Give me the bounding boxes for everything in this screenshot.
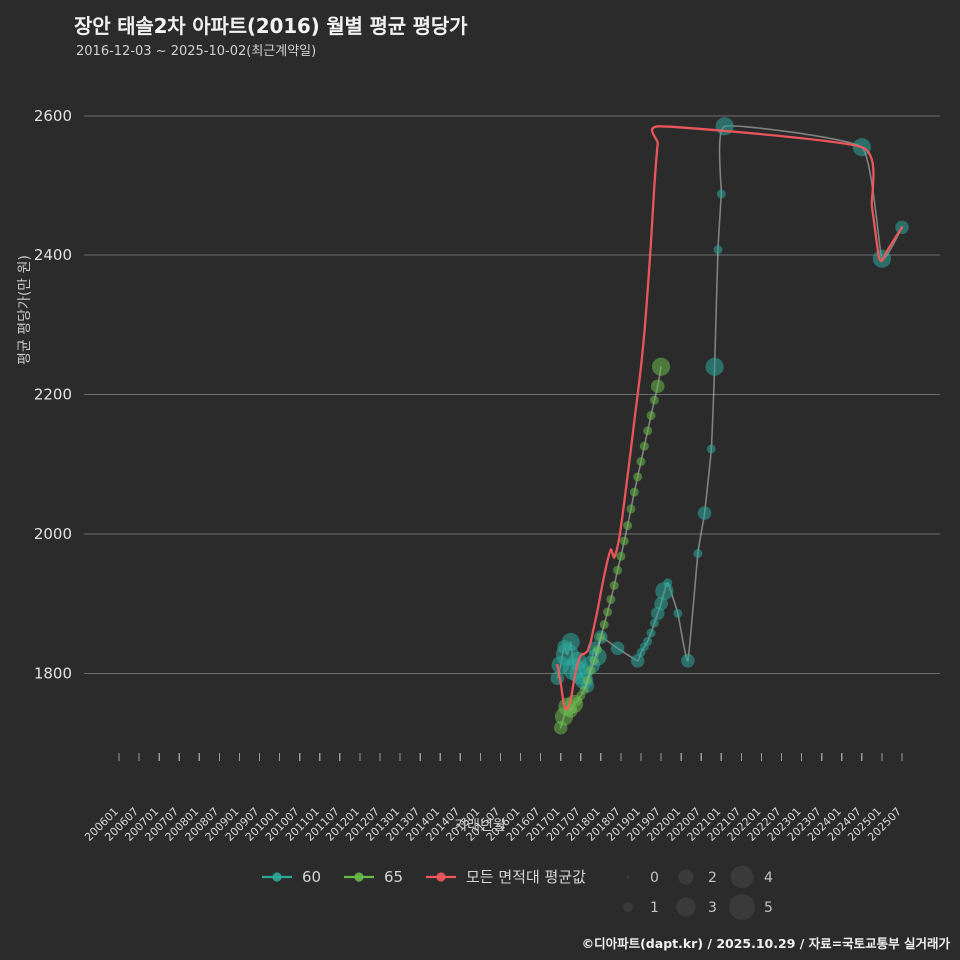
data-point	[639, 441, 649, 451]
chart-subtitle: 2016-12-03 ~ 2025-10-02(최근계약일)	[76, 44, 317, 59]
footer-credit: ©디아파트(dapt.kr) / 2025.10.29 / 자료=국토교통부 실…	[581, 936, 950, 951]
data-point	[582, 675, 592, 685]
data-point	[650, 379, 665, 394]
data-point	[630, 654, 645, 668]
size-legend: 0 1 2 3 4 5	[623, 865, 773, 920]
data-point	[593, 645, 602, 655]
data-point	[706, 444, 716, 454]
data-point	[629, 487, 639, 497]
page-title: 장안 태솔2차 아파트(2016) 월별 평균 평당가	[74, 14, 468, 38]
data-point	[610, 641, 625, 656]
data-point	[705, 357, 724, 376]
size-legend-label: 2	[708, 870, 717, 886]
y-tick-label: 2600	[34, 107, 72, 125]
y-tick-label: 1800	[34, 664, 72, 682]
size-legend-item-0: 0	[626, 870, 659, 886]
series-60	[550, 117, 909, 693]
data-point	[872, 249, 892, 268]
data-point	[633, 472, 643, 482]
data-point	[651, 357, 671, 376]
series-모든 면적대 평균값	[556, 125, 904, 711]
data-point	[716, 189, 726, 199]
data-point	[606, 594, 616, 604]
y-tick-label: 2200	[34, 386, 72, 404]
legend: 60 65 모든 면적대 평균값	[262, 868, 586, 886]
y-tick-label: 2000	[34, 525, 72, 543]
y-axis-title: 평균 평당가(만 원)	[17, 255, 33, 365]
size-legend-bubble	[729, 894, 755, 920]
size-legend-item-3: 3	[676, 897, 717, 917]
data-point	[643, 636, 653, 646]
data-point	[697, 506, 712, 520]
data-point	[681, 654, 695, 668]
data-point	[715, 117, 734, 136]
data-point	[596, 632, 606, 642]
data-point	[613, 565, 623, 575]
size-legend-item-1: 1	[623, 900, 659, 916]
data-point	[713, 245, 723, 255]
data-point	[579, 685, 589, 695]
size-legend-bubble	[678, 869, 694, 885]
data-point	[654, 596, 668, 611]
data-point	[673, 608, 683, 618]
data-point	[646, 411, 656, 421]
data-point	[646, 628, 656, 638]
legend-item-모든 면적대 평균값[interactable]: 모든 면적대 평균값	[426, 868, 586, 886]
size-legend-label: 4	[764, 870, 773, 886]
size-legend-label: 5	[764, 900, 773, 916]
size-legend-item-2: 2	[678, 869, 717, 886]
series-65	[553, 357, 671, 735]
data-point	[561, 632, 580, 652]
data-point	[636, 457, 646, 467]
size-legend-bubble	[626, 875, 630, 879]
data-point	[603, 607, 613, 617]
y-tick-label: 2400	[34, 246, 72, 264]
size-legend-item-5: 5	[729, 894, 773, 920]
size-legend-label: 1	[650, 900, 659, 916]
series-layer	[550, 117, 909, 735]
data-point	[649, 618, 659, 628]
x-axis-title: 거래년월	[454, 818, 506, 834]
size-legend-label: 3	[708, 900, 717, 916]
data-point	[623, 521, 633, 531]
legend-label: 모든 면적대 평균값	[466, 868, 586, 886]
data-point	[609, 581, 619, 591]
data-point	[663, 578, 673, 588]
legend-label: 65	[384, 868, 403, 886]
data-point	[643, 426, 653, 436]
legend-item-65[interactable]: 65	[344, 868, 403, 886]
legend-label: 60	[302, 868, 321, 886]
size-legend-bubble	[676, 897, 696, 917]
data-point	[693, 548, 703, 558]
size-legend-item-4: 4	[730, 865, 773, 889]
data-point	[599, 620, 609, 630]
data-point	[586, 666, 596, 676]
data-point	[649, 395, 659, 405]
data-point	[589, 656, 599, 666]
size-legend-label: 0	[650, 870, 659, 886]
size-legend-bubble	[623, 902, 633, 912]
legend-item-60[interactable]: 60	[262, 868, 321, 886]
data-point	[619, 536, 629, 546]
size-legend-bubble	[730, 865, 754, 889]
data-point	[626, 504, 636, 514]
data-point	[616, 551, 626, 561]
